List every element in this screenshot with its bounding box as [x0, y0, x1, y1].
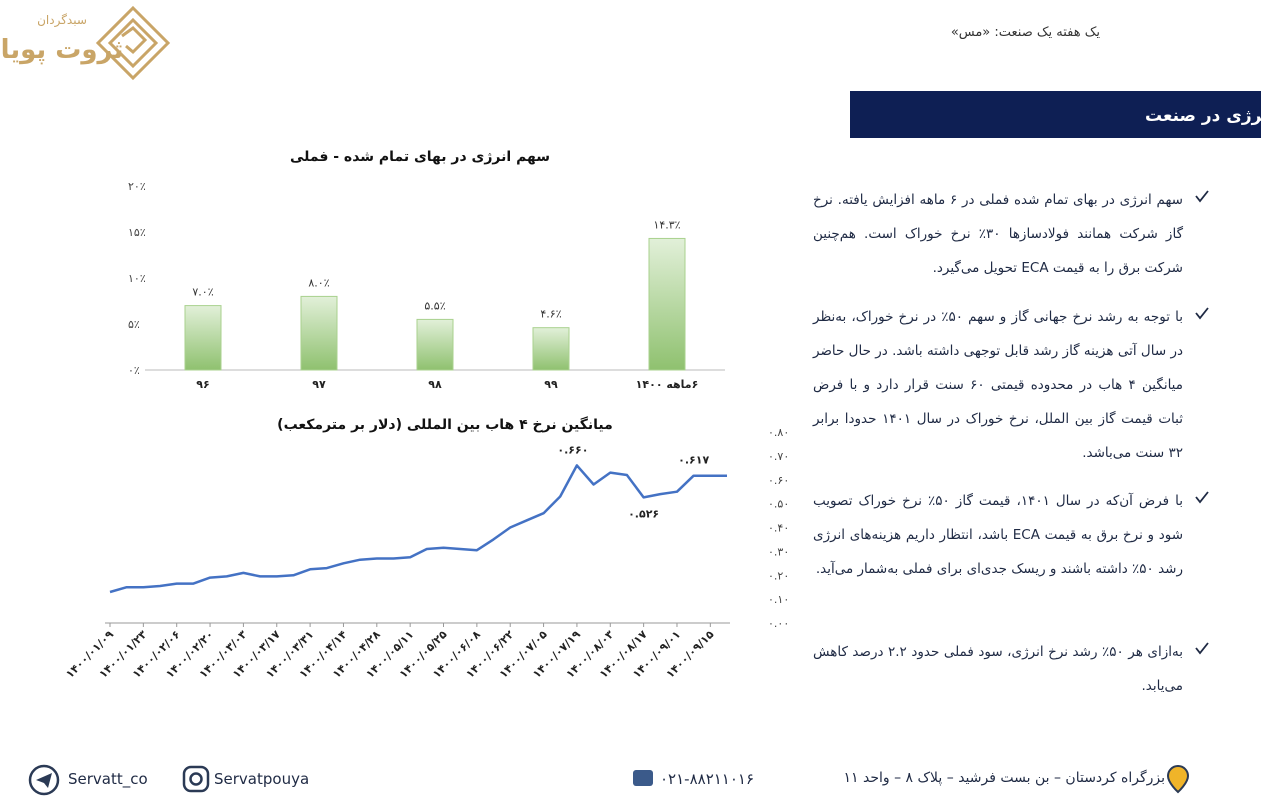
bullet: سهم انرژی در بهای تمام شده فملی در ۶ ماه…: [813, 192, 1183, 276]
bullet: با فرض آن‌که در سال ۱۴۰۱، قیمت گاز ۵۰٪ ن…: [813, 493, 1184, 577]
y-tick-label: ۰.۴۰: [768, 522, 789, 535]
section-title: بررسی انرژی در صنعت: [1145, 106, 1263, 126]
y-tick-label: ۲۰٪: [128, 180, 146, 193]
annotation: ۰.۶۶۰: [557, 443, 588, 456]
instagram: Servatpouya: [214, 770, 310, 788]
y-tick-label: ۱۰٪: [128, 272, 146, 285]
y-tick-label: ۰٪: [128, 364, 140, 377]
bullet: به‌ازای هر ۵۰٪ رشد نرخ انرژی، سود فملی ح…: [813, 644, 1183, 694]
bar: [648, 237, 686, 371]
y-tick-label: ۰.۳۰: [768, 545, 789, 558]
section-title-box: [850, 91, 1261, 138]
brand-name: ثروت پویا: [1, 35, 124, 65]
y-tick-label: ۰.۸۰: [768, 426, 789, 439]
phone: ۰۲۱-۸۸۲۱۱۰۱۶: [660, 770, 755, 788]
report-name: یک هفته یک صنعت: «مس»: [950, 25, 1100, 40]
y-tick-label: ۰.۱۰: [768, 593, 789, 606]
footer-icons: [28, 764, 1190, 796]
x-tick-label: ۹۸: [428, 378, 442, 391]
y-tick-label: ۰.۰۰: [768, 617, 789, 630]
chart-title: میانگین نرخ ۴ هاب بین المللی (دلار بر مت…: [277, 416, 613, 433]
value-label: ۱۴.۳٪: [653, 218, 680, 231]
value-label: ۷.۰٪: [192, 286, 213, 299]
checkmarks: [1195, 190, 1209, 655]
bar: [184, 305, 222, 371]
logo-icon: [95, 5, 171, 81]
address: بزرگراه کردستان – بن بست فرشید – پلاک ۸ …: [843, 770, 1165, 786]
line: [109, 464, 727, 594]
y-tick-label: ۰.۷۰: [768, 450, 789, 463]
annotation: ۰.۶۱۷: [678, 454, 709, 467]
value-label: ۴.۶٪: [540, 308, 561, 321]
y-tick-label: ۰.۶۰: [768, 474, 789, 487]
bar: [416, 318, 454, 371]
value-label: ۵.۵٪: [424, 299, 445, 312]
brand-small: سبدگردان: [37, 13, 87, 28]
x-tick-label: ۹۷: [312, 378, 326, 391]
value-label: ۸.۰٪: [308, 276, 329, 289]
bar: [300, 295, 338, 371]
y-tick-label: ۵٪: [128, 318, 140, 331]
chart-title: سهم انرژی در بهای تمام شده - فملی: [290, 149, 550, 165]
y-tick-label: ۰.۲۰: [768, 569, 789, 582]
bar: [532, 327, 570, 371]
annotation: ۰.۵۲۶: [628, 507, 659, 520]
telegram: Servatt_co: [68, 770, 148, 788]
x-tick-label: ۶ماهه ۱۴۰۰: [636, 378, 699, 391]
bullet: با توجه به رشد نرخ جهانی گاز و سهم ۵۰٪ د…: [813, 309, 1183, 461]
y-tick-label: ۱۵٪: [128, 226, 146, 239]
x-tick-label: ۹۶: [196, 378, 209, 391]
y-tick-label: ۰.۵۰: [768, 498, 789, 511]
x-tick-label: ۹۹: [544, 378, 558, 391]
